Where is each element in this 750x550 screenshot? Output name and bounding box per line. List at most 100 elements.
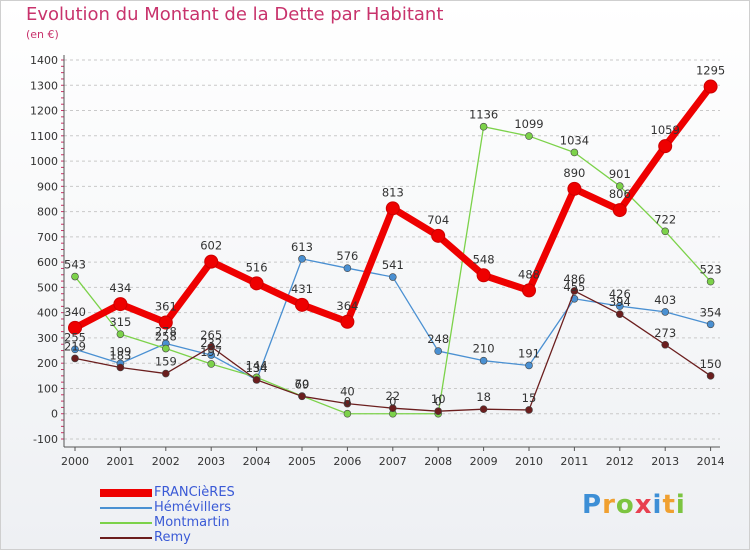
x-tick-label: 2008	[424, 455, 452, 468]
chart-title: Evolution du Montant de la Dette par Hab…	[26, 4, 444, 25]
data-label: 199	[109, 344, 131, 358]
data-point	[113, 297, 128, 312]
data-label: 232	[200, 336, 222, 350]
data-label: 0	[435, 395, 442, 409]
data-point	[615, 302, 624, 310]
data-label: 69	[295, 377, 310, 391]
x-tick-label: 2014	[697, 455, 725, 468]
x-tick-label: 2001	[106, 455, 134, 468]
legend-label: Montmartin	[154, 515, 230, 530]
data-label: 134	[246, 361, 268, 375]
data-label: 315	[109, 315, 131, 329]
data-label: 486	[563, 272, 585, 286]
data-point	[661, 308, 670, 316]
y-tick-label: 1300	[30, 79, 58, 92]
data-label: 1034	[560, 133, 589, 147]
data-label: 548	[473, 252, 495, 266]
data-point	[116, 363, 125, 372]
data-point	[525, 406, 533, 414]
data-point	[343, 264, 352, 272]
data-point	[525, 132, 533, 140]
data-label: 813	[382, 185, 404, 199]
data-label: 704	[427, 213, 449, 227]
data-point	[612, 203, 627, 218]
data-label: 248	[427, 332, 449, 346]
data-point	[388, 404, 397, 412]
data-label: 134	[246, 361, 268, 375]
data-label: 183	[109, 348, 131, 362]
y-tick-label: 600	[37, 256, 58, 269]
data-point	[298, 392, 306, 401]
data-point	[252, 376, 261, 384]
x-tick-label: 2011	[560, 455, 588, 468]
data-point	[615, 182, 624, 190]
y-tick-label: 1200	[30, 105, 58, 118]
data-point	[343, 409, 352, 418]
data-label: 722	[654, 212, 676, 226]
axes: -100010020030040050060070080090010001100…	[30, 54, 725, 468]
x-tick-label: 2002	[152, 455, 180, 468]
data-point	[661, 227, 670, 236]
data-point	[525, 361, 533, 370]
data-point	[207, 342, 215, 351]
data-point	[434, 407, 443, 416]
legend-swatch	[100, 522, 152, 524]
legend-label: Remy	[154, 530, 191, 545]
x-tick-label: 2005	[288, 455, 316, 468]
x-tick-label: 2006	[333, 455, 361, 468]
data-label: 890	[563, 166, 585, 180]
y-tick-label: 300	[37, 332, 58, 345]
grid	[64, 59, 720, 440]
data-point	[706, 277, 715, 286]
data-label: 394	[609, 295, 631, 309]
data-label: 10	[431, 392, 446, 406]
data-label: 15	[522, 391, 537, 405]
x-tick-label: 2007	[379, 455, 407, 468]
data-point	[658, 139, 673, 154]
data-label: 255	[64, 330, 86, 344]
data-label: 159	[155, 355, 177, 369]
x-tick-label: 2000	[61, 455, 89, 468]
data-point	[479, 122, 488, 131]
data-point	[706, 372, 715, 380]
y-tick-label: 100	[37, 382, 58, 395]
chart-subtitle: (en €)	[26, 28, 59, 41]
data-point	[343, 399, 352, 408]
data-point	[479, 356, 488, 365]
y-tick-label: 500	[37, 281, 58, 294]
data-label: 431	[291, 282, 313, 296]
data-point	[388, 273, 397, 281]
data-label: 403	[654, 293, 676, 307]
data-label: 340	[64, 305, 86, 319]
data-label: 806	[609, 187, 631, 201]
data-label: 426	[609, 287, 631, 301]
data-label: 191	[518, 346, 540, 360]
series-lines	[68, 79, 718, 418]
data-point	[207, 360, 215, 368]
data-point	[522, 283, 536, 298]
data-point	[703, 79, 718, 94]
data-label: 273	[654, 326, 676, 340]
data-label: 258	[155, 330, 177, 344]
data-label: 1136	[469, 108, 498, 122]
data-point	[162, 369, 170, 378]
data-label: 901	[609, 167, 631, 181]
data-label: 455	[563, 280, 585, 294]
data-label: 1059	[651, 123, 680, 137]
y-tick-label: 200	[37, 357, 58, 370]
data-point	[158, 315, 173, 330]
data-point	[340, 314, 355, 329]
data-label: 1099	[514, 117, 543, 131]
x-tick-label: 2003	[197, 455, 225, 468]
data-point	[249, 276, 264, 291]
data-point	[116, 330, 125, 338]
proxiti-logo: Proxiti	[582, 490, 686, 520]
data-point	[570, 287, 579, 295]
data-label: 197	[200, 345, 222, 359]
data-label: 602	[200, 239, 222, 253]
y-tick-label: 1400	[30, 54, 58, 67]
data-point	[162, 344, 170, 353]
data-point	[567, 181, 582, 196]
data-point	[615, 310, 624, 318]
